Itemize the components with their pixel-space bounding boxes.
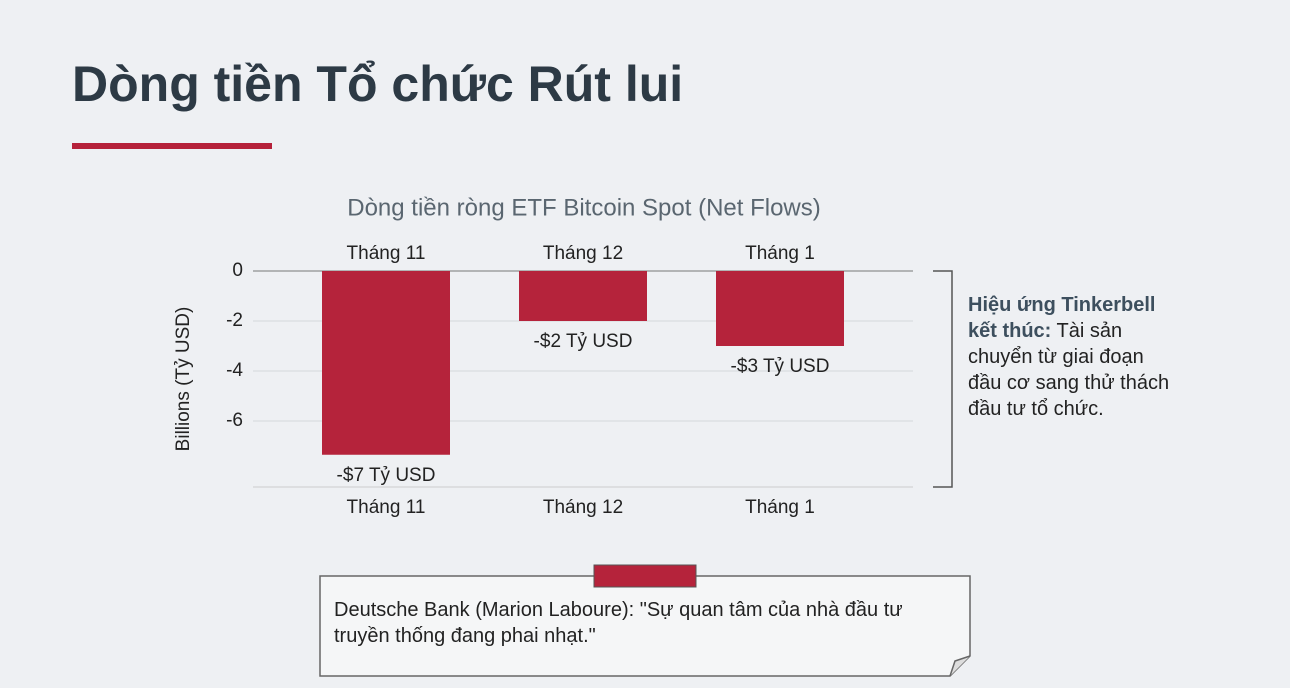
annotation-heading: Hiệu ứng Tinkerbell kết thúc: (968, 294, 1156, 342)
title-rule (72, 143, 272, 149)
category-label-top: Tháng 1 (745, 243, 815, 264)
data-label: -$2 Tỷ USD (534, 331, 633, 352)
x-tick-label: Tháng 1 (745, 497, 815, 518)
bar (322, 271, 450, 455)
bracket (933, 270, 953, 488)
page-title: Dòng tiền Tổ chức Rút lui (72, 56, 684, 112)
annotation-text: Tài sản chuyển từ giai đoạn đầu cơ sang … (968, 320, 1170, 420)
y-tick-label: 0 (232, 260, 243, 281)
annotation: Hiệu ứng Tinkerbell kết thúc: Tài sản ch… (968, 292, 1178, 422)
bar (519, 271, 647, 321)
note-tab (593, 564, 697, 588)
y-tick-label: -6 (226, 410, 243, 431)
data-label: -$7 Tỷ USD (337, 465, 436, 486)
x-tick-label: Tháng 11 (347, 497, 426, 518)
bar (716, 271, 844, 346)
note-text: Deutsche Bank (Marion Laboure): "Sự quan… (334, 599, 903, 647)
y-tick-label: -2 (226, 310, 243, 331)
data-label: -$3 Tỷ USD (731, 356, 830, 377)
y-tick-label: -4 (226, 360, 243, 381)
chart-title: Dòng tiền ròng ETF Bitcoin Spot (Net Flo… (347, 194, 821, 221)
category-label-top: Tháng 11 (347, 243, 426, 264)
y-axis-label: Billions (Tỷ USD) (173, 307, 194, 452)
category-label-top: Tháng 12 (543, 243, 623, 264)
x-tick-label: Tháng 12 (543, 497, 623, 518)
note-fold (949, 655, 971, 677)
